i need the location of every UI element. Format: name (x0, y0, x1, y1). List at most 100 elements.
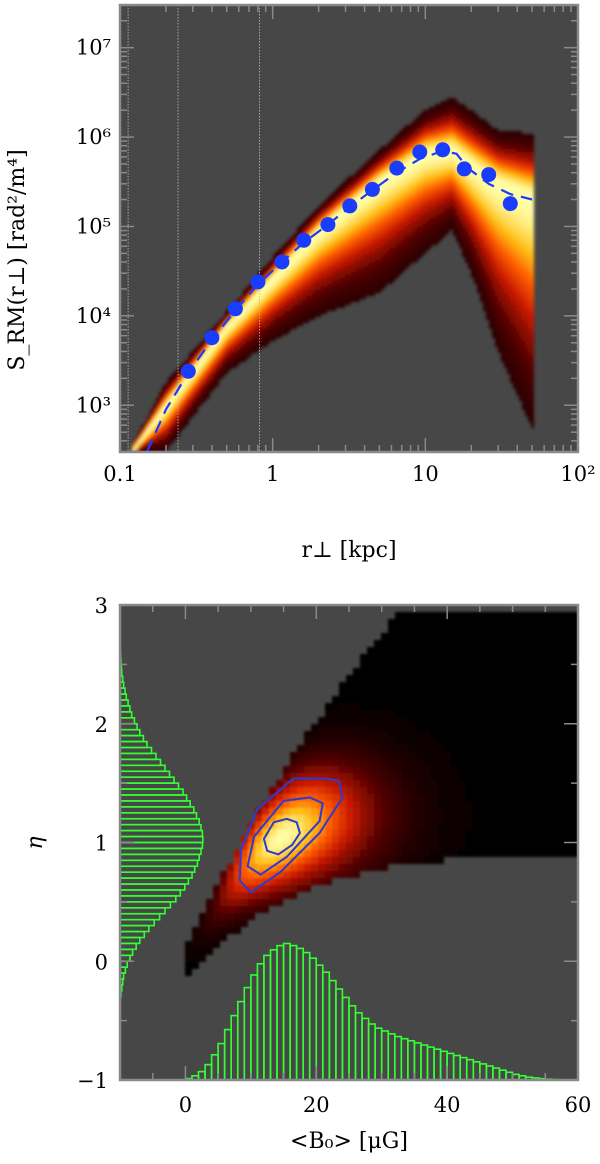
density-cell (375, 281, 378, 284)
density-cell (363, 206, 366, 209)
density-cell (411, 254, 414, 257)
density-cell (294, 326, 297, 329)
density-cell (435, 113, 438, 116)
density-cell (360, 182, 363, 185)
density-cell (495, 230, 498, 233)
density-cell (495, 272, 498, 275)
density-cell (252, 299, 255, 302)
density-cell (234, 365, 237, 368)
density-cell (384, 155, 387, 158)
density-cell (504, 326, 507, 329)
density-cell (519, 236, 522, 239)
density-cell (342, 296, 345, 299)
density-cell (492, 191, 495, 194)
density-cell (378, 242, 381, 245)
density-cell (423, 113, 426, 116)
density-cell (360, 221, 363, 224)
density-cell (423, 194, 426, 197)
density-cell (282, 323, 285, 326)
density-cell (483, 119, 486, 122)
density-cell (246, 350, 249, 353)
density-cell (519, 221, 522, 224)
density-cell (459, 236, 462, 239)
density-cell (504, 242, 507, 245)
density-cell (357, 191, 360, 194)
density-cell (381, 239, 384, 242)
density-cell (516, 206, 519, 209)
density-cell (243, 356, 246, 359)
density-cell (288, 287, 291, 290)
density-cell (372, 242, 375, 245)
density-cell (297, 227, 300, 230)
density-cell (369, 212, 372, 215)
density-cell (267, 299, 270, 302)
density-cell (513, 323, 516, 326)
density-cell (489, 212, 492, 215)
density-cell (516, 224, 519, 227)
density-cell (207, 395, 210, 398)
density-cell (387, 185, 390, 188)
density-cell (168, 398, 171, 401)
density-cell (390, 224, 393, 227)
density-cell (492, 209, 495, 212)
density-cell (516, 218, 519, 221)
density-cell (399, 182, 402, 185)
density-cell (360, 230, 363, 233)
density-cell (399, 194, 402, 197)
density-cell (516, 362, 519, 365)
density-cell (375, 215, 378, 218)
density-cell (270, 284, 273, 287)
density-cell (294, 281, 297, 284)
density-cell (381, 224, 384, 227)
density-cell (402, 203, 405, 206)
density-cell (420, 164, 423, 167)
density-cell (468, 227, 471, 230)
density-cell (297, 293, 300, 296)
density-cell (513, 158, 516, 161)
density-cell (516, 353, 519, 356)
density-cell (237, 299, 240, 302)
density-cell (474, 278, 477, 281)
density-cell (435, 125, 438, 128)
density-cell (354, 245, 357, 248)
density-cell (327, 281, 330, 284)
density-cell (504, 239, 507, 242)
density-cell (447, 98, 450, 101)
density-cell (405, 140, 408, 143)
density-cell (354, 287, 357, 290)
density-cell (315, 284, 318, 287)
density-cell (513, 299, 516, 302)
density-cell (417, 236, 420, 239)
density-cell (429, 221, 432, 224)
density-cell (351, 236, 354, 239)
density-cell (270, 293, 273, 296)
density-cell (360, 170, 363, 173)
density-cell (477, 152, 480, 155)
density-cell (504, 284, 507, 287)
density-cell (309, 308, 312, 311)
density-cell (495, 176, 498, 179)
density-cell (168, 410, 171, 413)
density-cell (345, 290, 348, 293)
density-cell (387, 164, 390, 167)
density-cell (447, 221, 450, 224)
density-cell (462, 152, 465, 155)
density-cell (210, 353, 213, 356)
density-cell (498, 224, 501, 227)
density-cell (378, 236, 381, 239)
density-cell (375, 275, 378, 278)
density-cell (318, 284, 321, 287)
density-cell (243, 293, 246, 296)
density-cell (174, 401, 177, 404)
density-cell (300, 275, 303, 278)
density-cell (366, 266, 369, 269)
density-cell (456, 209, 459, 212)
density-cell (465, 230, 468, 233)
density-cell (327, 287, 330, 290)
density-cell (405, 215, 408, 218)
density-cell (459, 239, 462, 242)
density-cell (342, 278, 345, 281)
density-cell (252, 350, 255, 353)
density-cell (339, 257, 342, 260)
density-cell (372, 266, 375, 269)
